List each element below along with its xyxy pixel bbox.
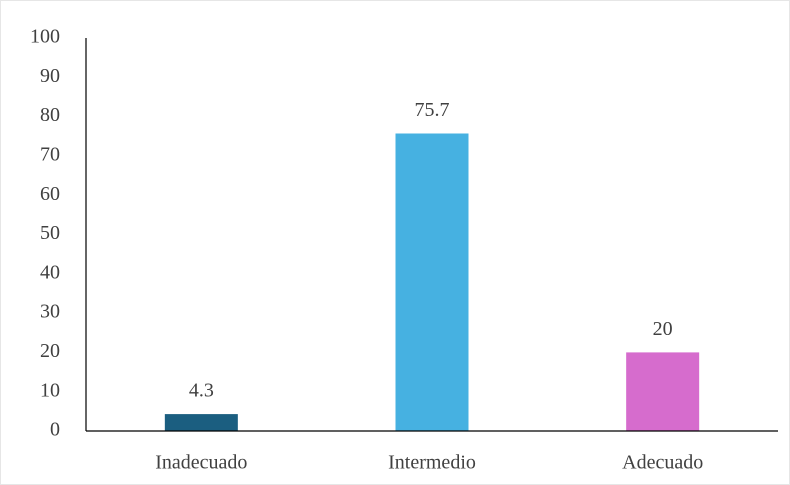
y-tick-label: 60 — [40, 183, 60, 205]
bar — [395, 133, 469, 431]
y-tick-label: 90 — [40, 65, 60, 87]
x-tick-label: Adecuado — [622, 452, 703, 474]
y-tick-label: 80 — [40, 104, 60, 126]
y-tick-label: 30 — [40, 301, 60, 323]
y-tick-label: 40 — [40, 261, 60, 283]
bar — [164, 414, 238, 431]
y-tick-label: 10 — [40, 379, 60, 401]
x-tick-label: Inadecuado — [155, 452, 247, 474]
y-tick-label: 100 — [30, 26, 60, 48]
y-tick-label: 50 — [40, 222, 60, 244]
y-tick-label: 70 — [40, 143, 60, 165]
y-tick-label: 0 — [50, 419, 60, 441]
data-label: 20 — [653, 318, 673, 340]
x-tick-label: Intermedio — [388, 452, 476, 474]
bar — [626, 352, 700, 431]
data-label: 75.7 — [415, 99, 450, 121]
data-label: 4.3 — [189, 380, 214, 402]
y-tick-label: 20 — [40, 340, 60, 362]
